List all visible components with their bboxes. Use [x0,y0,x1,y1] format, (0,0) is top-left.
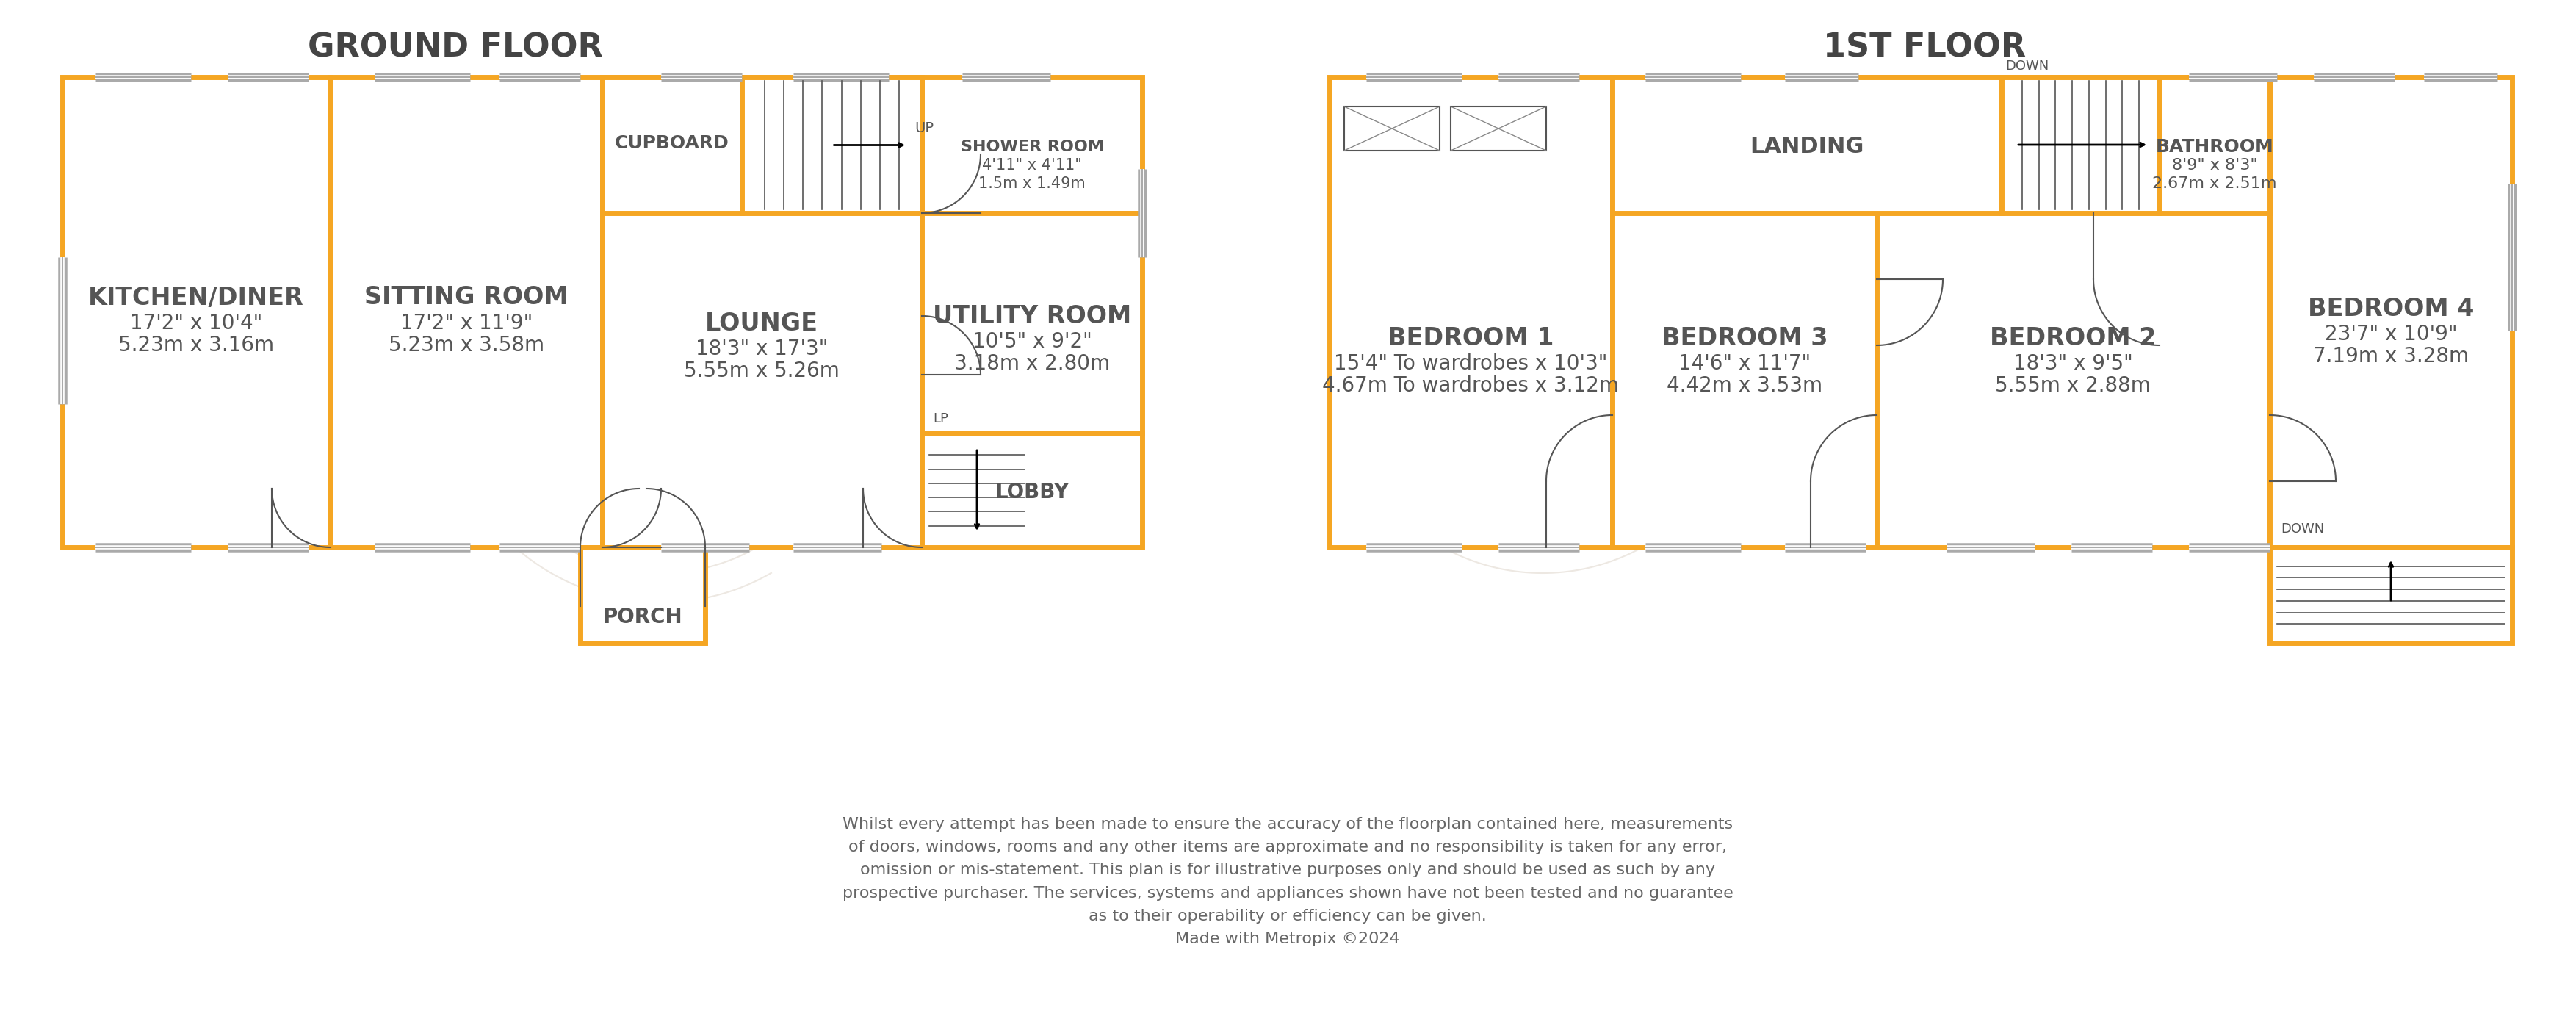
Text: 5.23m x 3.58m: 5.23m x 3.58m [389,335,544,355]
Bar [2002,77,2159,213]
Text: 2.67m x 2.51m: 2.67m x 2.51m [2154,177,2277,191]
Text: DOWN: DOWN [2004,60,2048,72]
Text: 5.55m x 5.26m: 5.55m x 5.26m [683,361,840,381]
Bar [922,213,1141,434]
Text: KITCHEN/DINER: KITCHEN/DINER [88,285,304,310]
Text: 17'2" x 10'4": 17'2" x 10'4" [129,313,263,334]
Text: LOUNGE: LOUNGE [706,311,819,336]
Bar [2269,77,2512,547]
Text: 7.19m x 3.28m: 7.19m x 3.28m [2313,346,2468,367]
Text: 10'5" x 9'2": 10'5" x 9'2" [971,332,1092,352]
Text: GROUND FLOOR: GROUND FLOOR [309,32,603,64]
Bar [1450,106,1546,151]
Text: BEDROOM 2: BEDROOM 2 [1989,325,2156,350]
Text: 1.5m x 1.49m: 1.5m x 1.49m [979,177,1084,191]
Text: 3.18m x 2.80m: 3.18m x 2.80m [953,353,1110,374]
Text: 4.67m To wardrobes x 3.12m: 4.67m To wardrobes x 3.12m [1321,375,1618,396]
Text: 23'7" x 10'9": 23'7" x 10'9" [2324,324,2458,345]
Text: UTILITY ROOM: UTILITY ROOM [933,304,1131,328]
Bar [2269,547,2512,643]
Text: BEDROOM 4: BEDROOM 4 [2308,296,2473,320]
Text: LANDING: LANDING [1749,136,1865,158]
Text: BATHROOM: BATHROOM [2156,138,2275,156]
Bar [62,77,330,547]
Bar [603,77,742,213]
Bar [1329,77,1613,547]
Bar [580,547,706,643]
Bar [330,77,603,547]
Text: PORCH: PORCH [603,606,683,627]
Text: 18'3" x 17'3": 18'3" x 17'3" [696,339,827,359]
Bar [1878,77,2269,547]
Text: DOWN: DOWN [2280,523,2324,535]
Text: CUPBOARD: CUPBOARD [616,134,729,152]
Text: Whilst every attempt has been made to ensure the accuracy of the floorplan conta: Whilst every attempt has been made to en… [842,817,1734,946]
Bar [1345,106,1440,151]
Text: 4'11" x 4'11": 4'11" x 4'11" [981,158,1082,173]
Text: 5.23m x 3.16m: 5.23m x 3.16m [118,335,273,355]
Text: BEDROOM 3: BEDROOM 3 [1662,325,1829,350]
Bar [603,77,922,547]
Bar [1613,77,1878,547]
Text: LOBBY: LOBBY [994,482,1069,502]
Text: 17'2" x 11'9": 17'2" x 11'9" [399,313,533,334]
Text: SHOWER ROOM: SHOWER ROOM [961,139,1103,154]
Text: BEDROOM 1: BEDROOM 1 [1388,325,1553,350]
Text: 1ST FLOOR: 1ST FLOOR [1824,32,2025,64]
Text: 18'3" x 9'5": 18'3" x 9'5" [2012,353,2133,374]
Bar [922,77,1141,213]
Text: UP: UP [914,121,933,135]
Text: 8'9" x 8'3": 8'9" x 8'3" [2172,158,2257,173]
Text: 15'4" To wardrobes x 10'3": 15'4" To wardrobes x 10'3" [1334,353,1607,374]
Text: 14'6" x 11'7": 14'6" x 11'7" [1680,353,1811,374]
Text: LP: LP [933,412,948,426]
Text: SITTING ROOM: SITTING ROOM [363,285,569,310]
Bar [742,77,922,213]
Bar [1613,77,2002,213]
Bar [2159,77,2269,213]
Text: 4.42m x 3.53m: 4.42m x 3.53m [1667,375,1821,396]
Bar [922,434,1141,547]
Text: 5.55m x 2.88m: 5.55m x 2.88m [1994,375,2151,396]
